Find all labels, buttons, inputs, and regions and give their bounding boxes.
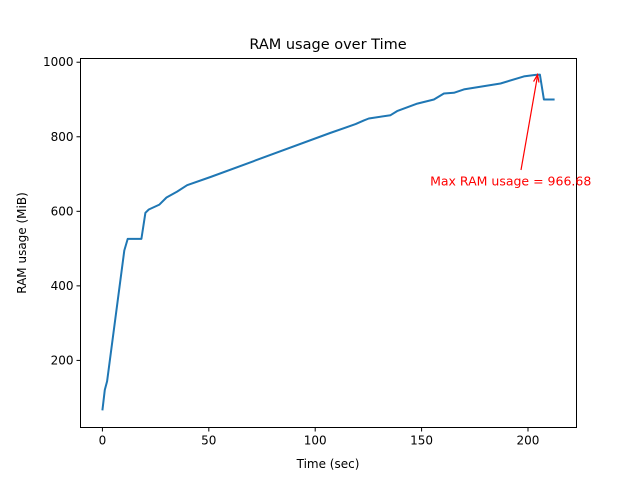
y-tick-label: 600	[51, 204, 74, 218]
y-tick-label: 1000	[43, 55, 74, 69]
y-tick-label: 400	[51, 279, 74, 293]
x-axis-label: Time (sec)	[296, 457, 360, 471]
annotation-label: Max RAM usage = 966.68	[430, 174, 591, 189]
x-tick-label: 0	[99, 434, 107, 448]
x-tick-label: 150	[410, 434, 433, 448]
series-line	[101, 73, 555, 411]
y-tick-label: 800	[51, 130, 74, 144]
y-axis-label: RAM usage (MiB)	[15, 192, 29, 294]
x-tick-label: 200	[517, 434, 540, 448]
annotation-arrow	[520, 75, 539, 171]
y-tick-label: 200	[51, 353, 74, 367]
plot-frame	[80, 58, 577, 428]
x-tick-label: 50	[201, 434, 216, 448]
annotation-arrowhead	[533, 72, 540, 83]
chart-title: RAM usage over Time	[249, 37, 406, 53]
x-tick-label: 100	[304, 434, 327, 448]
